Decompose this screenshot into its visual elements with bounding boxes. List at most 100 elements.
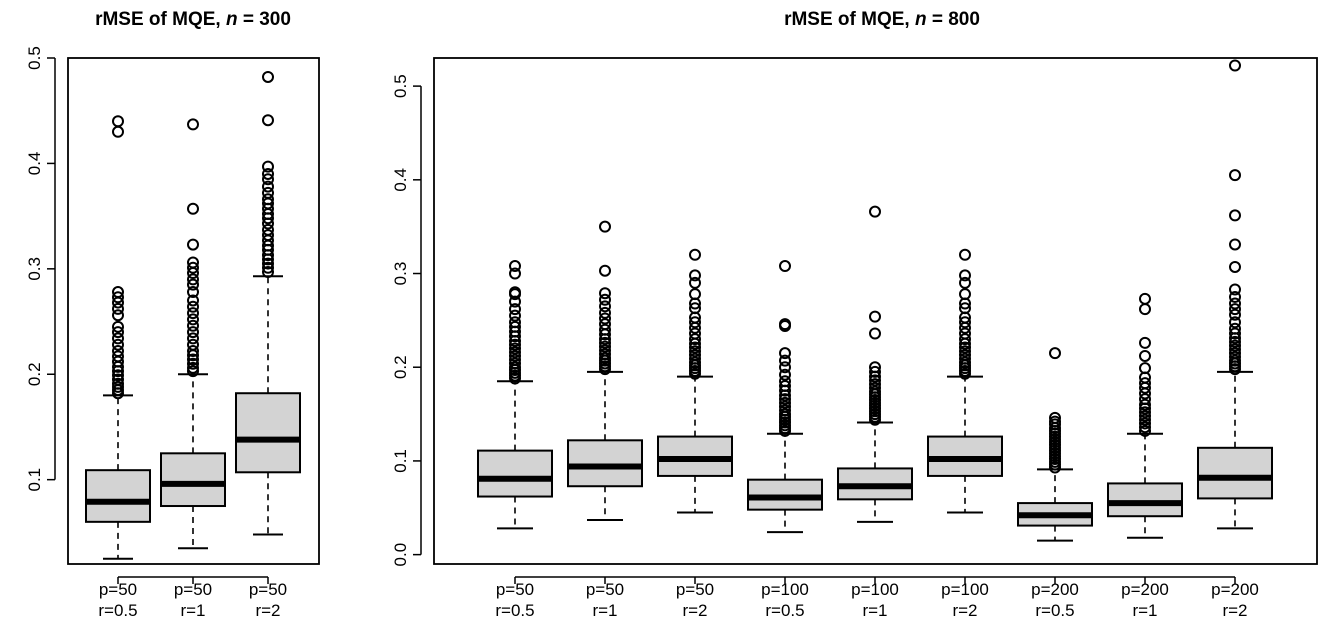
outlier-point: [599, 344, 611, 357]
x-tick-label-line2: r=0.5: [1035, 601, 1074, 620]
y-tick-label: 0.1: [391, 449, 410, 473]
outlier-point: [779, 400, 791, 413]
outlier-point: [959, 302, 971, 315]
outlier-point: [187, 261, 199, 274]
outlier-point: [779, 404, 791, 417]
outlier-point: [959, 327, 971, 340]
outlier-point: [112, 302, 124, 315]
x-axis: p=50 r=0.5 p=50 r=1 p=50 r=2: [98, 576, 287, 620]
outlier-point: [869, 205, 881, 218]
x-tick-label-line1: p=200: [1031, 580, 1079, 599]
boxplot: [160, 118, 226, 550]
x-tick-label-line2: r=2: [952, 601, 977, 620]
outlier-point: [779, 393, 791, 406]
outlier-point: [262, 173, 274, 186]
outlier-point: [187, 338, 199, 351]
y-tick-label: 0.2: [25, 362, 44, 386]
x-axis: p=50 r=0.5 p=50 r=1 p=50 r=2 p=100 r=0.5 p=100 r=…: [495, 576, 1259, 620]
outlier-point: [112, 286, 124, 299]
boxplot: [927, 248, 1003, 514]
outlier-point: [1229, 303, 1241, 316]
outlier-point: [1139, 413, 1151, 426]
outlier-point: [1139, 421, 1151, 434]
outlier-point: [869, 310, 881, 323]
box: [477, 449, 553, 498]
outlier-point: [959, 356, 971, 369]
outlier-point: [509, 303, 521, 316]
outlier-point: [112, 115, 124, 128]
boxplot: [85, 115, 151, 560]
outlier-point: [599, 351, 611, 364]
outlier-point: [689, 327, 701, 340]
box: [160, 452, 226, 508]
chart-title: rMSE of MQE, n = 800: [784, 9, 980, 30]
y-tick-label: 0.5: [25, 46, 44, 70]
x-tick-label-line2: r=2: [1222, 601, 1247, 620]
outlier-point: [869, 327, 881, 340]
y-tick-label: 0.3: [25, 257, 44, 281]
outlier-point: [112, 377, 124, 390]
outlier-point: [262, 167, 274, 180]
outlier-point: [599, 318, 611, 331]
y-tick-label: 0.3: [391, 262, 410, 286]
outlier-point: [187, 357, 199, 370]
x-tick-label-line1: p=50: [249, 580, 287, 599]
outlier-point: [779, 396, 791, 409]
chart-n300: rMSE of MQE, n = 300 0.1 0.2 0.3 0.4 0.5 p=5…: [25, 9, 320, 620]
outlier-point: [262, 160, 274, 173]
outlier-point: [689, 316, 701, 329]
outlier-point: [187, 202, 199, 215]
boxplot: [235, 70, 301, 536]
outlier-point: [1139, 424, 1151, 437]
y-tick-label: 0.4: [391, 168, 410, 192]
outlier-point: [1229, 343, 1241, 356]
outlier-point: [779, 347, 791, 360]
outlier-point: [112, 373, 124, 386]
outlier-point: [1139, 409, 1151, 422]
outlier-point: [112, 332, 124, 345]
outlier-point: [509, 349, 521, 362]
outlier-point: [187, 345, 199, 358]
outlier-point: [112, 345, 124, 358]
outlier-point: [187, 313, 199, 326]
outlier-point: [1139, 377, 1151, 390]
outlier-point: [1049, 415, 1061, 428]
outlier-point: [599, 348, 611, 361]
x-tick-label-line2: r=1: [592, 601, 617, 620]
outlier-point: [779, 318, 791, 331]
outlier-point: [187, 319, 199, 332]
x-tick-label-line1: p=100: [761, 580, 809, 599]
x-tick-label-line1: p=50: [174, 580, 212, 599]
outlier-point: [689, 333, 701, 346]
outlier-point: [779, 361, 791, 374]
x-tick-label-line1: p=200: [1211, 580, 1259, 599]
outlier-point: [599, 336, 611, 349]
outlier-point: [1229, 260, 1241, 273]
outlier-point: [959, 352, 971, 365]
outlier-point: [1229, 283, 1241, 296]
outlier-point: [112, 125, 124, 138]
outlier-point: [689, 345, 701, 358]
outlier-point: [187, 307, 199, 320]
outlier-point: [262, 193, 274, 206]
outlier-point: [1229, 350, 1241, 363]
x-tick-label-line1: p=50: [586, 580, 624, 599]
outlier-point: [1229, 238, 1241, 251]
outlier-point: [959, 345, 971, 358]
outlier-point: [779, 408, 791, 421]
outlier-point: [1139, 406, 1151, 419]
outlier-point: [689, 341, 701, 354]
chart-title: rMSE of MQE, n = 300: [95, 9, 291, 30]
outlier-point: [959, 333, 971, 346]
outlier-point: [1229, 327, 1241, 340]
outlier-point: [187, 294, 199, 307]
outlier-point: [599, 323, 611, 336]
box: [235, 392, 301, 474]
outlier-point: [599, 287, 611, 300]
box-series: [477, 59, 1273, 542]
boxplot: [1107, 292, 1183, 539]
outlier-point: [262, 261, 274, 274]
outlier-point: [262, 223, 274, 236]
outlier-point: [689, 276, 701, 289]
outlier-point: [509, 361, 521, 374]
